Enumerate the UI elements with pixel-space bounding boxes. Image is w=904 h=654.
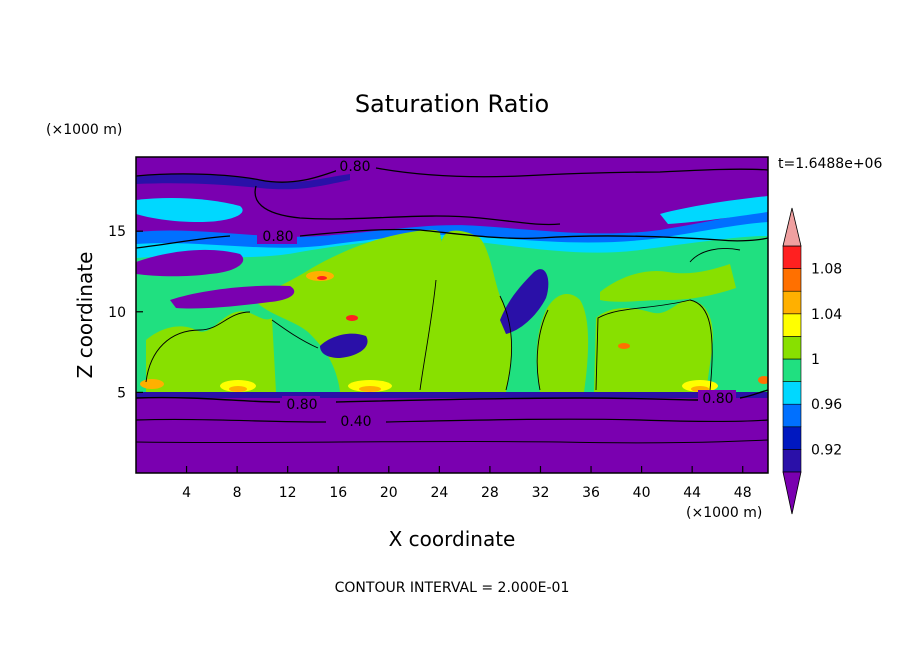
convective-column-center xyxy=(254,229,445,392)
contour-deep xyxy=(136,439,768,444)
y-tick-label: 15 xyxy=(108,224,126,240)
warm-blob-2 xyxy=(229,386,247,392)
x-tick-label: 40 xyxy=(633,485,651,501)
colorbar-swatch xyxy=(782,268,802,292)
x-tick-label: 32 xyxy=(532,485,550,501)
contour-label: 0.40 xyxy=(340,414,371,430)
colorbar-label: 0.92 xyxy=(811,442,842,458)
colorbar-label: 1 xyxy=(811,352,820,368)
x-tick-label: 36 xyxy=(582,485,600,501)
time-label: t=1.6488e+06 xyxy=(778,156,882,172)
y-axis: 5 10 15 xyxy=(108,224,143,401)
colorbar: 0.92 0.96 1 1.04 1.08 xyxy=(782,207,842,515)
colorbar-label: 1.08 xyxy=(811,262,842,278)
convective-column-right xyxy=(594,300,713,392)
warm-spot-4 xyxy=(618,343,630,349)
colorbar-swatch xyxy=(782,358,802,382)
contour-interval-text: CONTOUR INTERVAL = 2.000E-01 xyxy=(335,580,570,596)
contour-040 xyxy=(136,418,768,423)
chart-title: Saturation Ratio xyxy=(355,90,549,118)
x-tick-label: 8 xyxy=(233,485,242,501)
warm-blob-4 xyxy=(359,386,381,392)
contour-080-lower xyxy=(136,389,768,403)
colorbar-swatch xyxy=(782,245,802,269)
x-tick-label: 16 xyxy=(329,485,347,501)
plot-area xyxy=(136,157,768,473)
plot-frame xyxy=(135,156,769,474)
x-axis-label: X coordinate xyxy=(389,527,516,551)
x-tick-label: 24 xyxy=(430,485,448,501)
colorbar-swatch xyxy=(782,336,802,360)
x-tick-label: 12 xyxy=(279,485,297,501)
y-tick-label: 10 xyxy=(108,305,126,321)
y-axis-label: Z coordinate xyxy=(73,252,97,379)
colorbar-swatch xyxy=(782,290,802,315)
warm-spot-1 xyxy=(306,271,334,281)
warm-spot-2 xyxy=(317,276,327,280)
colorbar-swatch xyxy=(782,403,802,428)
x-tick-label: 28 xyxy=(481,485,499,501)
contour-080-mid xyxy=(136,228,768,249)
convective-column-mid xyxy=(406,230,512,392)
warm-spot-5 xyxy=(758,376,768,384)
contour-080-upper xyxy=(136,165,768,226)
convective-column-right-upper xyxy=(600,264,736,302)
contour-cloud-outline xyxy=(145,248,741,391)
x-tick-label: 48 xyxy=(734,485,752,501)
x-axis: 4 8 12 16 20 24 28 32 36 40 44 48 xyxy=(182,466,752,501)
upper-cyan-streak-right xyxy=(660,196,768,224)
warm-blob-7 xyxy=(140,379,164,389)
x-axis-unit: (×1000 m) xyxy=(686,505,762,521)
warm-spot-3 xyxy=(346,315,358,321)
cloud-base-band xyxy=(136,392,768,398)
contour-label: 0.80 xyxy=(339,159,370,175)
y-tick-label: 5 xyxy=(117,385,126,401)
colorbar-under-arrow xyxy=(782,471,802,515)
y-axis-unit: (×1000 m) xyxy=(46,122,122,138)
colorbar-over-arrow xyxy=(782,207,802,247)
colorbar-label: 1.04 xyxy=(811,307,842,323)
x-tick-label: 20 xyxy=(380,485,398,501)
x-tick-label: 44 xyxy=(683,485,701,501)
dry-pocket-left xyxy=(170,285,295,309)
colorbar-swatch xyxy=(782,449,802,473)
x-tick-label: 4 xyxy=(182,485,191,501)
contour-label: 0.80 xyxy=(286,397,317,413)
convective-column-left xyxy=(146,311,276,392)
upper-cyan-streak-left xyxy=(136,198,243,222)
convective-column-right-center xyxy=(536,294,589,392)
contour-label-group: 0.80 0.80 0.80 0.40 0.80 xyxy=(257,158,736,430)
upper-dry-tongue xyxy=(136,249,244,277)
colorbar-label: 0.96 xyxy=(811,397,842,413)
colorbar-swatch xyxy=(782,426,802,450)
dry-pocket-mid xyxy=(320,333,368,358)
dry-pocket-center xyxy=(500,269,549,334)
contour-label: 0.80 xyxy=(262,229,293,245)
colorbar-swatch xyxy=(782,381,802,405)
colorbar-swatch xyxy=(782,313,802,337)
contour-label: 0.80 xyxy=(702,391,733,407)
upper-blue-streak xyxy=(136,173,350,190)
